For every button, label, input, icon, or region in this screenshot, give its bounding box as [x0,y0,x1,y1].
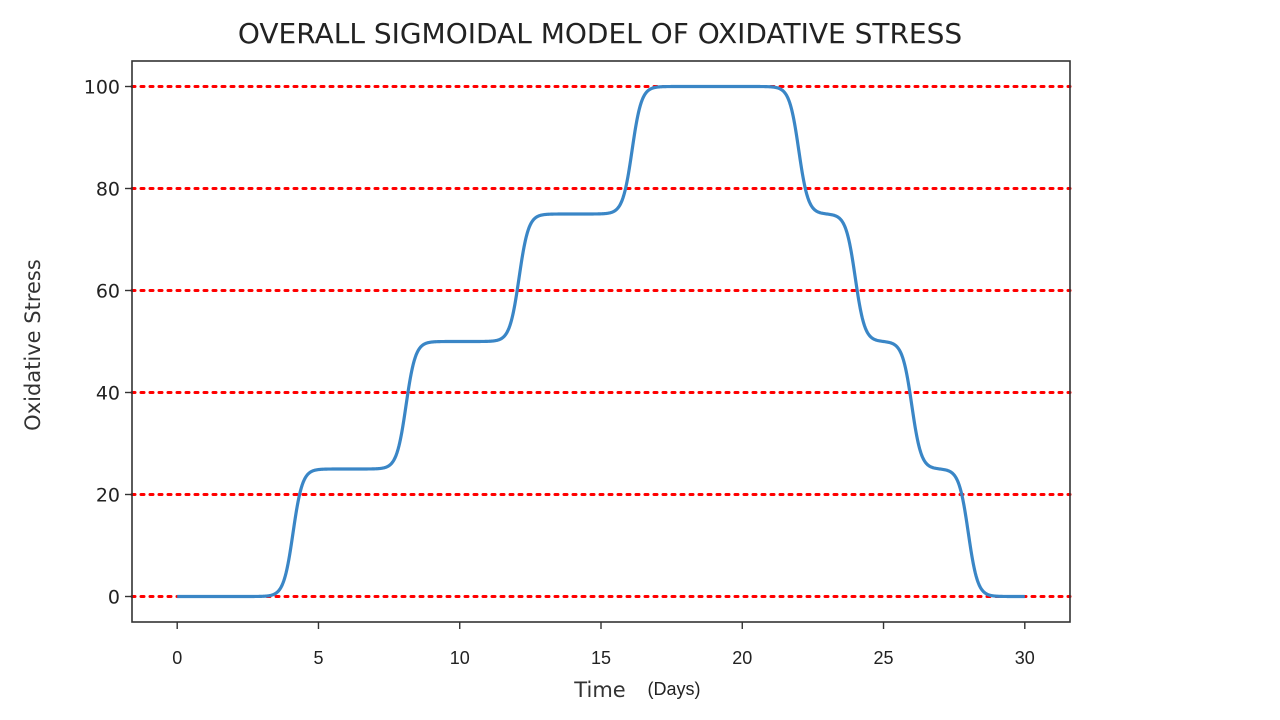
x-axis-unit: (Days) [648,679,701,699]
plot-frame [131,60,1071,623]
y-tick-label: 60 [96,281,120,303]
x-tick-label: 10 [450,648,470,668]
x-tick-label: 5 [313,648,323,668]
series-lines [176,84,1026,599]
x-tick-label: 25 [874,648,894,668]
x-tick-label: 30 [1015,648,1035,668]
x-tick-label: 20 [732,648,752,668]
chart-title: OVERALL SIGMOIDAL MODEL OF OXIDATIVE STR… [238,17,962,50]
series-line-0 [176,84,1026,599]
y-ticks: 0 20 40 60 80 100 [84,77,132,609]
y-tick-label: 0 [108,587,120,609]
gridlines [130,85,1072,598]
y-axis-label: Oxidative Stress [21,259,45,431]
y-tick-label: 40 [96,383,120,405]
y-tick-label: 80 [96,179,120,201]
x-tick-label: 15 [591,648,611,668]
x-tick-label: 0 [172,648,182,668]
x-axis-label: Time [573,678,625,702]
axes [131,60,1071,623]
y-tick-label: 100 [84,77,120,99]
y-tick-label: 20 [96,485,120,507]
x-ticks: 0 5 10 15 20 25 30 [172,622,1035,668]
